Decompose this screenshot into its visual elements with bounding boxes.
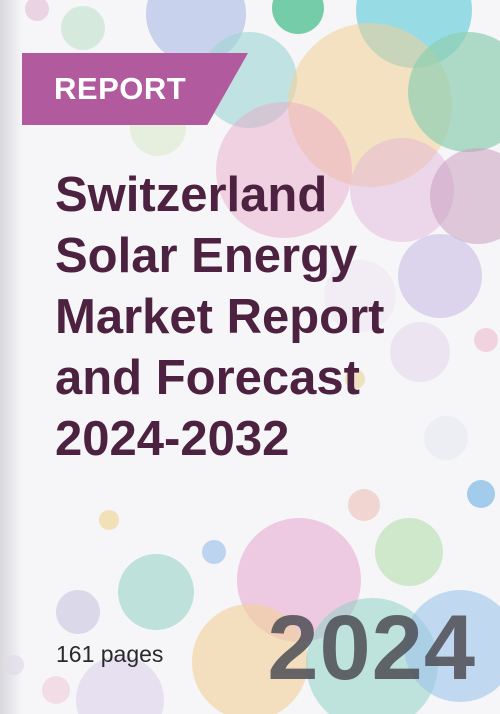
title-line: Switzerland	[55, 168, 328, 222]
page-count: 161 pages	[56, 641, 164, 667]
title-line: Market Report	[55, 290, 385, 344]
title-line: Solar Energy	[55, 229, 358, 283]
report-badge-label: REPORT	[54, 71, 187, 106]
title-line: and Forecast	[55, 351, 360, 405]
publication-year: 2024	[267, 597, 476, 699]
report-badge: REPORT	[22, 53, 248, 125]
report-title: Switzerland Solar Energy Market Report a…	[55, 165, 495, 470]
title-line: 2024-2032	[55, 412, 290, 466]
